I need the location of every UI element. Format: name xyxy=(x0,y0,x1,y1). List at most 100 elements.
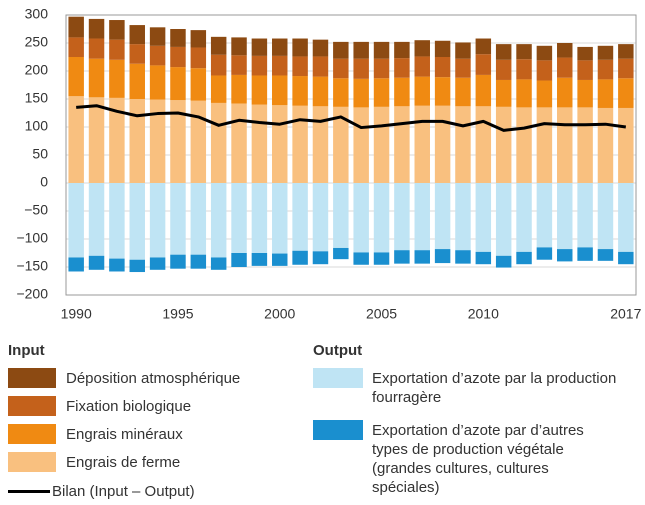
bar-segment xyxy=(68,183,84,258)
bar-segment xyxy=(618,58,634,79)
bar-segment xyxy=(495,44,512,60)
bar-segment xyxy=(231,183,247,253)
bar-segment xyxy=(210,102,227,183)
bar-segment xyxy=(312,76,329,107)
bar-segment xyxy=(516,79,532,108)
bar-segment xyxy=(557,249,573,262)
bar-segment xyxy=(292,38,308,57)
bar-segment xyxy=(109,183,125,259)
x-tick-label: 2010 xyxy=(468,306,499,322)
bar-segment xyxy=(272,38,288,56)
bar-segment xyxy=(353,58,369,79)
bar-segment xyxy=(495,255,512,268)
bar-segment xyxy=(516,44,532,60)
bar-segment xyxy=(557,77,573,108)
bar-segment xyxy=(536,60,553,81)
bar-segment xyxy=(455,77,471,107)
y-tick-label: 100 xyxy=(25,118,49,134)
bar-segment xyxy=(618,78,634,108)
bar-segment xyxy=(475,106,492,183)
bar-segment xyxy=(88,38,105,59)
bar-segment xyxy=(394,250,410,264)
bar-segment xyxy=(516,251,532,265)
bar-segment xyxy=(210,36,227,55)
x-tick-label: 1995 xyxy=(162,306,193,322)
bar-segment xyxy=(577,79,593,108)
bar-segment xyxy=(210,183,227,258)
bar-segment xyxy=(272,253,288,266)
bar-segment xyxy=(353,183,369,253)
bar-segment xyxy=(109,59,125,98)
bar-segment xyxy=(536,45,553,61)
bar-segment xyxy=(373,78,390,107)
bar-segment xyxy=(292,250,308,265)
bar-segment xyxy=(455,250,471,264)
bar-segment xyxy=(88,18,105,39)
bar-segment xyxy=(333,41,349,59)
bilan-line xyxy=(76,104,627,132)
bar-segment xyxy=(394,77,410,107)
bar-segment xyxy=(231,103,247,183)
bar-segment xyxy=(312,56,329,77)
legend-swatch xyxy=(8,424,56,444)
bar-segment xyxy=(292,105,308,183)
bar-segment xyxy=(353,41,369,59)
bar-segment xyxy=(170,100,186,183)
bar-segment xyxy=(475,183,492,252)
bar-segment xyxy=(88,183,105,256)
legend-title: Output xyxy=(313,342,363,359)
bar-segment xyxy=(475,74,492,107)
bar-segment xyxy=(312,39,329,57)
legend-label: Engrais minéraux xyxy=(66,426,183,443)
legend-swatch xyxy=(8,452,56,472)
bar-segment xyxy=(68,37,84,57)
bar-segment xyxy=(210,257,227,270)
bar-segment xyxy=(190,68,207,101)
bar-segment xyxy=(495,59,512,80)
bar-segment xyxy=(251,55,268,76)
chart: −200 −150 −100 −50 0 50 100 150 200 250 300 1990 199… xyxy=(16,6,641,322)
bar-segment xyxy=(312,106,329,183)
bar-segment xyxy=(333,78,349,107)
legend-swatch xyxy=(313,420,363,440)
x-tick-label: 1990 xyxy=(61,306,92,322)
y-tick-label: −100 xyxy=(16,230,48,246)
bar-segment xyxy=(210,54,227,76)
x-tick-label: 2005 xyxy=(366,306,397,322)
bar-segment xyxy=(231,74,247,104)
bar-segment xyxy=(434,105,451,183)
bar-segment xyxy=(597,79,614,108)
legend-title: Input xyxy=(8,342,45,359)
bar-segment xyxy=(373,58,390,79)
bar-segment xyxy=(231,253,247,267)
bar-segment xyxy=(251,38,268,56)
y-tick-label: 0 xyxy=(40,174,48,190)
bar-segment xyxy=(373,106,390,183)
bar-segment xyxy=(170,29,186,47)
bar-segment xyxy=(170,254,186,269)
bar-segment xyxy=(68,96,84,183)
bar-segment xyxy=(434,183,451,250)
legend-label: Exportation d’azote par la production fo… xyxy=(372,370,617,406)
y-tick-label: 200 xyxy=(25,62,49,78)
bar-segment xyxy=(129,44,145,64)
legend-label: Exportation d’azote par d’autres types d… xyxy=(372,422,584,496)
bar-segment xyxy=(88,255,105,270)
bar-segment xyxy=(129,25,145,45)
bar-segment xyxy=(577,46,593,61)
bar-segment xyxy=(292,183,308,251)
bar-segment xyxy=(251,104,268,183)
y-tick-label: 300 xyxy=(25,6,49,22)
legend-swatch xyxy=(313,368,363,388)
bar-segment xyxy=(88,97,105,183)
legend-line xyxy=(8,490,50,493)
bar-segment xyxy=(272,55,288,76)
bar-segment xyxy=(251,253,268,266)
bar-segment xyxy=(394,183,410,251)
y-tick-label: −150 xyxy=(16,258,48,274)
bar-segment xyxy=(536,80,553,108)
bar-segment xyxy=(353,107,369,183)
bar-segment xyxy=(333,247,349,260)
bar-segment xyxy=(414,183,430,251)
